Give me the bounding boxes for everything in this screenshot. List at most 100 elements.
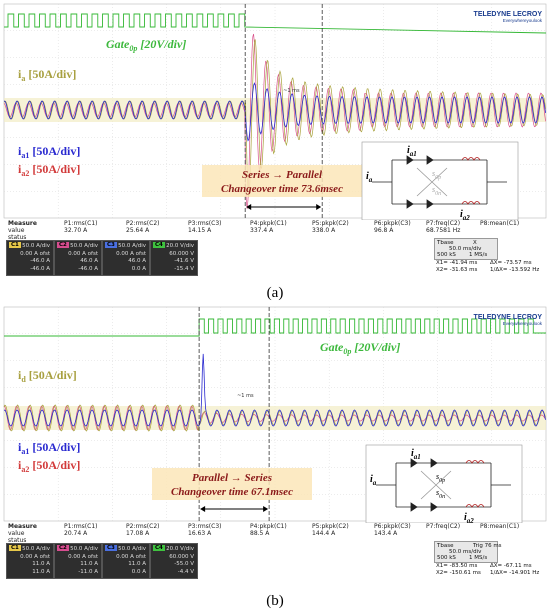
channel-tag: C2 (57, 545, 69, 551)
brand-logo: TELEDYNE LECROY (474, 314, 543, 321)
channel-box-c4[interactable]: C4 20.0 V/div 60.000 V -55.0 V -4.4 V (150, 543, 198, 579)
arrow-head-right (316, 204, 322, 210)
diode-top-1 (406, 155, 414, 165)
circuit-label-s0p: s0p (432, 169, 441, 181)
series-line-ia1 (3, 353, 546, 427)
timebase-field: X (473, 240, 477, 246)
channel-setting: 0.0 A (131, 265, 146, 272)
measure-param-name: P5:pkpk(C2) (312, 220, 349, 227)
measure-param-name: P1:rms(C1) (64, 220, 98, 227)
channel-box-c3[interactable]: C3 50.0 A/div 0.00 A ofst 46.0 A 0.0 A (102, 240, 150, 276)
cursor-readout: X2= -31.63 ms (436, 267, 478, 273)
channel-box-c3[interactable]: C3 50.0 A/div 0.00 A ofst 11.0 A 0.0 A (102, 543, 150, 579)
measure-param-value: 20.74 A (64, 530, 88, 537)
cursor-readout: ΔX= -73.57 ms (490, 260, 532, 266)
channel-setting: 0.00 A ofst (68, 553, 98, 560)
series-line-gate (4, 318, 546, 337)
measure-param-name: P4:pkpk(C1) (250, 523, 287, 530)
channel-box-c4[interactable]: C4 20.0 V/div 60.000 V -41.6 V -15.4 V (150, 240, 198, 276)
channel-setting: 0.00 A ofst (20, 250, 50, 257)
measure-param-value: 338.0 A (312, 227, 336, 234)
measure-param-value: 96.8 A (374, 227, 394, 234)
measure-status-row: status (4, 537, 548, 546)
brand-tagline: Everywhereyoulook (503, 18, 543, 23)
channel-tag: C1 (9, 545, 21, 551)
channel-tag: C4 (153, 545, 165, 551)
channel-setting: 50.0 A/div (22, 243, 50, 249)
channel-setting: -4.4 V (177, 568, 194, 575)
channel-setting: -15.4 V (174, 265, 194, 272)
measure-status-row: status (4, 234, 548, 243)
channel-setting: 11.0 A (32, 561, 50, 567)
timebase-field: 500 kS (437, 252, 456, 258)
channel-setting: 60.000 V (169, 250, 194, 257)
measure-param-value: 144.4 A (312, 530, 336, 537)
cursor-readout: ΔX= -67.11 ms (490, 563, 532, 569)
measure-value-row: value 20.74 A 17.08 A 16.63 A 88.5 A 144.4 A 1… (4, 530, 548, 539)
measure-param-name: P1:rms(C1) (64, 523, 98, 530)
circuit-inset (365, 444, 523, 523)
ia1-label: ia1 [50A/div] (18, 144, 80, 160)
measure-param-value: 32.70 A (64, 227, 88, 234)
scope-plot-b: ~1 ms Parallel → Series Changeover time 67… (3, 306, 547, 523)
ia-label: ia [50A/div] (18, 67, 76, 83)
measure-value-row: value 32.70 A 25.64 A 14.15 A 337.4 A 338.0 A… (4, 227, 548, 236)
diode-top-2 (426, 155, 434, 165)
annotation-line-2: Changeover time 67.1msec (171, 486, 293, 498)
circuit-diagram (376, 458, 511, 512)
circuit-label-ia: ia (366, 171, 373, 184)
annotation-line-2: Changeover time 73.6msec (221, 183, 343, 195)
cursor-readout: 1/ΔX= -13.592 Hz (490, 267, 540, 273)
measure-param-name: P3:rms(C3) (188, 523, 222, 530)
measure-table-b: Measure P1:rms(C1) P2:rms(C2) P3:rms(C3) P4… (4, 523, 548, 579)
measure-param-value: 17.08 A (126, 530, 150, 537)
circuit-label-s0n: s0n (436, 488, 445, 500)
channel-setting: 46.0 A (80, 258, 98, 264)
annotation-line-1: Series → Parallel (242, 169, 323, 181)
channel-box-c1[interactable]: C1 50.0 A/div 0.00 A ofst -46.0 A -46.0 A (6, 240, 54, 276)
arrow-head-left (246, 204, 252, 210)
annotation-line-1: Parallel → Series (192, 472, 272, 484)
brand-tagline: Everywhereyoulook (503, 321, 543, 326)
channel-tag: C2 (57, 242, 69, 248)
measure-param-name: P7:freq(C2) (426, 220, 461, 227)
gate-label: Gate0p [20V/div] (106, 37, 186, 53)
channel-box-c2[interactable]: C2 50.0 A/div 0.00 A ofst 46.0 A -46.0 A (54, 240, 102, 276)
annotation-box (202, 165, 362, 197)
channel-setting: 50.0 A/div (118, 243, 146, 249)
channel-setting: -46.0 A (30, 258, 50, 264)
channel-setting: 50.0 A/div (70, 546, 98, 552)
brand-logo: TELEDYNE LECROY (474, 11, 543, 18)
grid (4, 307, 546, 521)
caption-b: (b) (266, 593, 284, 609)
annotation-box (152, 468, 312, 500)
circuit-diagram (372, 155, 507, 209)
circuit-label-ia2: ia2 (464, 512, 474, 523)
channel-setting: 50.0 A/div (22, 546, 50, 552)
circuit-label-ia: ia (370, 474, 377, 487)
circuit-label-ia2: ia2 (460, 209, 470, 220)
measure-param-value: 14.15 A (188, 227, 212, 234)
switch-cross-2 (416, 167, 448, 197)
timebase-field: 1 MS/s (469, 555, 488, 561)
caption-a: (a) (266, 285, 284, 301)
channel-box-c1[interactable]: C1 50.0 A/div 0.00 A ofst 11.0 A 11.0 A (6, 543, 54, 579)
channel-setting: 50.0 A/div (70, 243, 98, 249)
channel-setting: 20.0 V/div (166, 546, 194, 552)
series-line-gate (4, 13, 547, 34)
measure-label: Measure (8, 523, 37, 530)
measure-param-name: P7:freq(C2) (426, 523, 461, 530)
measure-param-name: P3:rms(C3) (188, 220, 222, 227)
ia2-label: ia2 [50A/div] (18, 162, 80, 178)
timebase-box[interactable]: Tbase Trig 76 ms 50.0 ms/div 500 kS 1 MS/s (434, 541, 502, 563)
timebase-field: Tbase (437, 240, 454, 246)
circuit-label-s0p: s0p (436, 472, 445, 484)
timebase-box[interactable]: Tbase X 50.0 ms/div 500 kS 1 MS/s (434, 238, 498, 260)
status-label: status (8, 234, 27, 241)
diode-bottom-1 (406, 199, 414, 209)
measure-param-name: P2:rms(C2) (126, 523, 160, 530)
channel-box-c2[interactable]: C2 50.0 A/div 0.00 A ofst 11.0 A -11.0 A (54, 543, 102, 579)
circuit-inset (361, 141, 519, 220)
timebase-field: 500 kS (437, 555, 456, 561)
channel-setting: 0.00 A ofst (68, 250, 98, 257)
